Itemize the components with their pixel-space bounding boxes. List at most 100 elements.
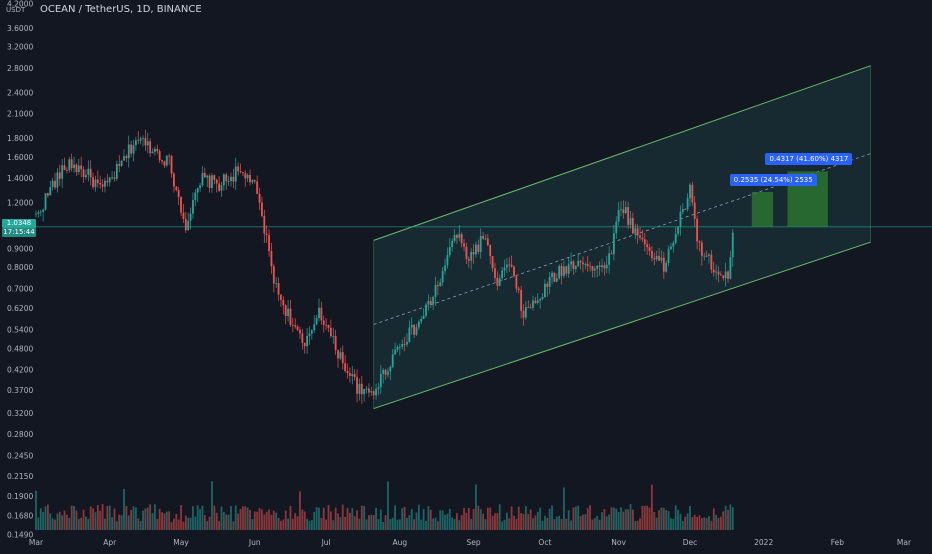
candle-body (101, 184, 104, 187)
volume-bar (225, 514, 228, 530)
candle-body (565, 266, 568, 274)
candle-body (146, 141, 149, 146)
volume-bar (593, 518, 596, 530)
volume-bar (420, 519, 423, 530)
volume-bar (658, 510, 660, 530)
candle-body (213, 175, 216, 180)
volume-bar (241, 506, 244, 530)
candle-body (584, 264, 587, 265)
volume-bar (425, 520, 427, 530)
candle-body (398, 346, 401, 348)
volume-bar (667, 511, 670, 530)
volume-bar (149, 504, 152, 530)
candle-body (220, 185, 223, 191)
volume-bar (263, 514, 266, 530)
y-tick-label: 1.6000 (7, 153, 33, 162)
volume-bar (351, 508, 354, 530)
measure-label-1[interactable]: 0.2535 (24.54%) 2535 (729, 173, 817, 186)
volume-bar (230, 506, 232, 530)
volume-bar (612, 507, 615, 530)
volume-bar (458, 520, 461, 530)
volume-bar (96, 505, 99, 530)
measure-label-2[interactable]: 0.4317 (41.60%) 4317 (765, 153, 853, 166)
volume-bar (498, 504, 501, 530)
candle-body (486, 238, 489, 246)
candle-body (370, 391, 373, 393)
candle-body (603, 265, 606, 269)
volume-bar (349, 512, 351, 530)
volume-bar (282, 519, 285, 530)
volume-bar (365, 519, 368, 530)
y-tick-label: 0.2150 (7, 472, 33, 481)
candle-body (199, 185, 201, 189)
volume-bar (605, 516, 608, 530)
candle-body (196, 188, 199, 193)
candle-body (46, 193, 49, 196)
volume-bar (477, 505, 480, 530)
candle-body (662, 257, 665, 272)
candle-body (89, 168, 92, 178)
volume-bar (456, 513, 458, 530)
candle-body (291, 324, 294, 326)
candle-body (631, 218, 634, 234)
volume-bar (715, 514, 718, 530)
candle-body (108, 177, 111, 183)
volume-bar (651, 484, 653, 530)
candle-body (180, 197, 182, 213)
candle-body (137, 140, 140, 142)
candle-body (515, 276, 518, 289)
candle-body (670, 246, 672, 250)
candle-body (237, 166, 240, 172)
volume-bar (63, 510, 66, 530)
volume-bar (546, 517, 549, 530)
volume-bar (258, 508, 261, 530)
candle-body (49, 187, 52, 196)
volume-bar (646, 505, 649, 530)
candle-body (201, 172, 204, 186)
candle-body (648, 247, 651, 252)
y-tick-label: 0.1680 (7, 511, 33, 520)
candle-body (58, 172, 61, 179)
candle-body (206, 175, 209, 178)
candle-body (658, 256, 660, 261)
candle-body (698, 241, 701, 243)
volume-bar (315, 507, 318, 530)
volume-bar (700, 518, 703, 530)
candle-body (66, 170, 68, 171)
y-tick-label: 1.8000 (7, 134, 33, 143)
volume-bar (68, 518, 71, 530)
candle-body (574, 266, 577, 270)
candle-body (94, 179, 97, 188)
candle-body (434, 285, 437, 297)
volume-bar (80, 517, 83, 530)
candle-body (272, 266, 275, 284)
candle-body (368, 388, 370, 393)
candle-body (389, 366, 392, 372)
candle-body (349, 372, 351, 377)
candle-body (294, 325, 297, 327)
candle-body (470, 251, 473, 261)
volume-bar (691, 517, 694, 530)
y-tick-label: 3.6000 (7, 24, 33, 33)
volume-bar (389, 519, 392, 530)
candle-body (501, 270, 504, 279)
candle-body (489, 245, 492, 257)
candle-body (118, 164, 121, 166)
candle-body (306, 335, 309, 347)
x-tick-label: Sep (466, 538, 480, 547)
candle-body (589, 265, 591, 267)
volume-bar (168, 511, 171, 530)
candle-body (593, 268, 596, 271)
candle-body (263, 215, 266, 234)
volume-bar (577, 505, 580, 530)
candle-body (42, 209, 45, 212)
candle-body (570, 261, 572, 265)
volume-bar (627, 509, 630, 530)
candle-body (391, 354, 394, 367)
volume-bar (322, 507, 325, 530)
volume-bar (270, 514, 273, 530)
volume-bar (158, 508, 161, 530)
volume-bar (696, 516, 699, 530)
